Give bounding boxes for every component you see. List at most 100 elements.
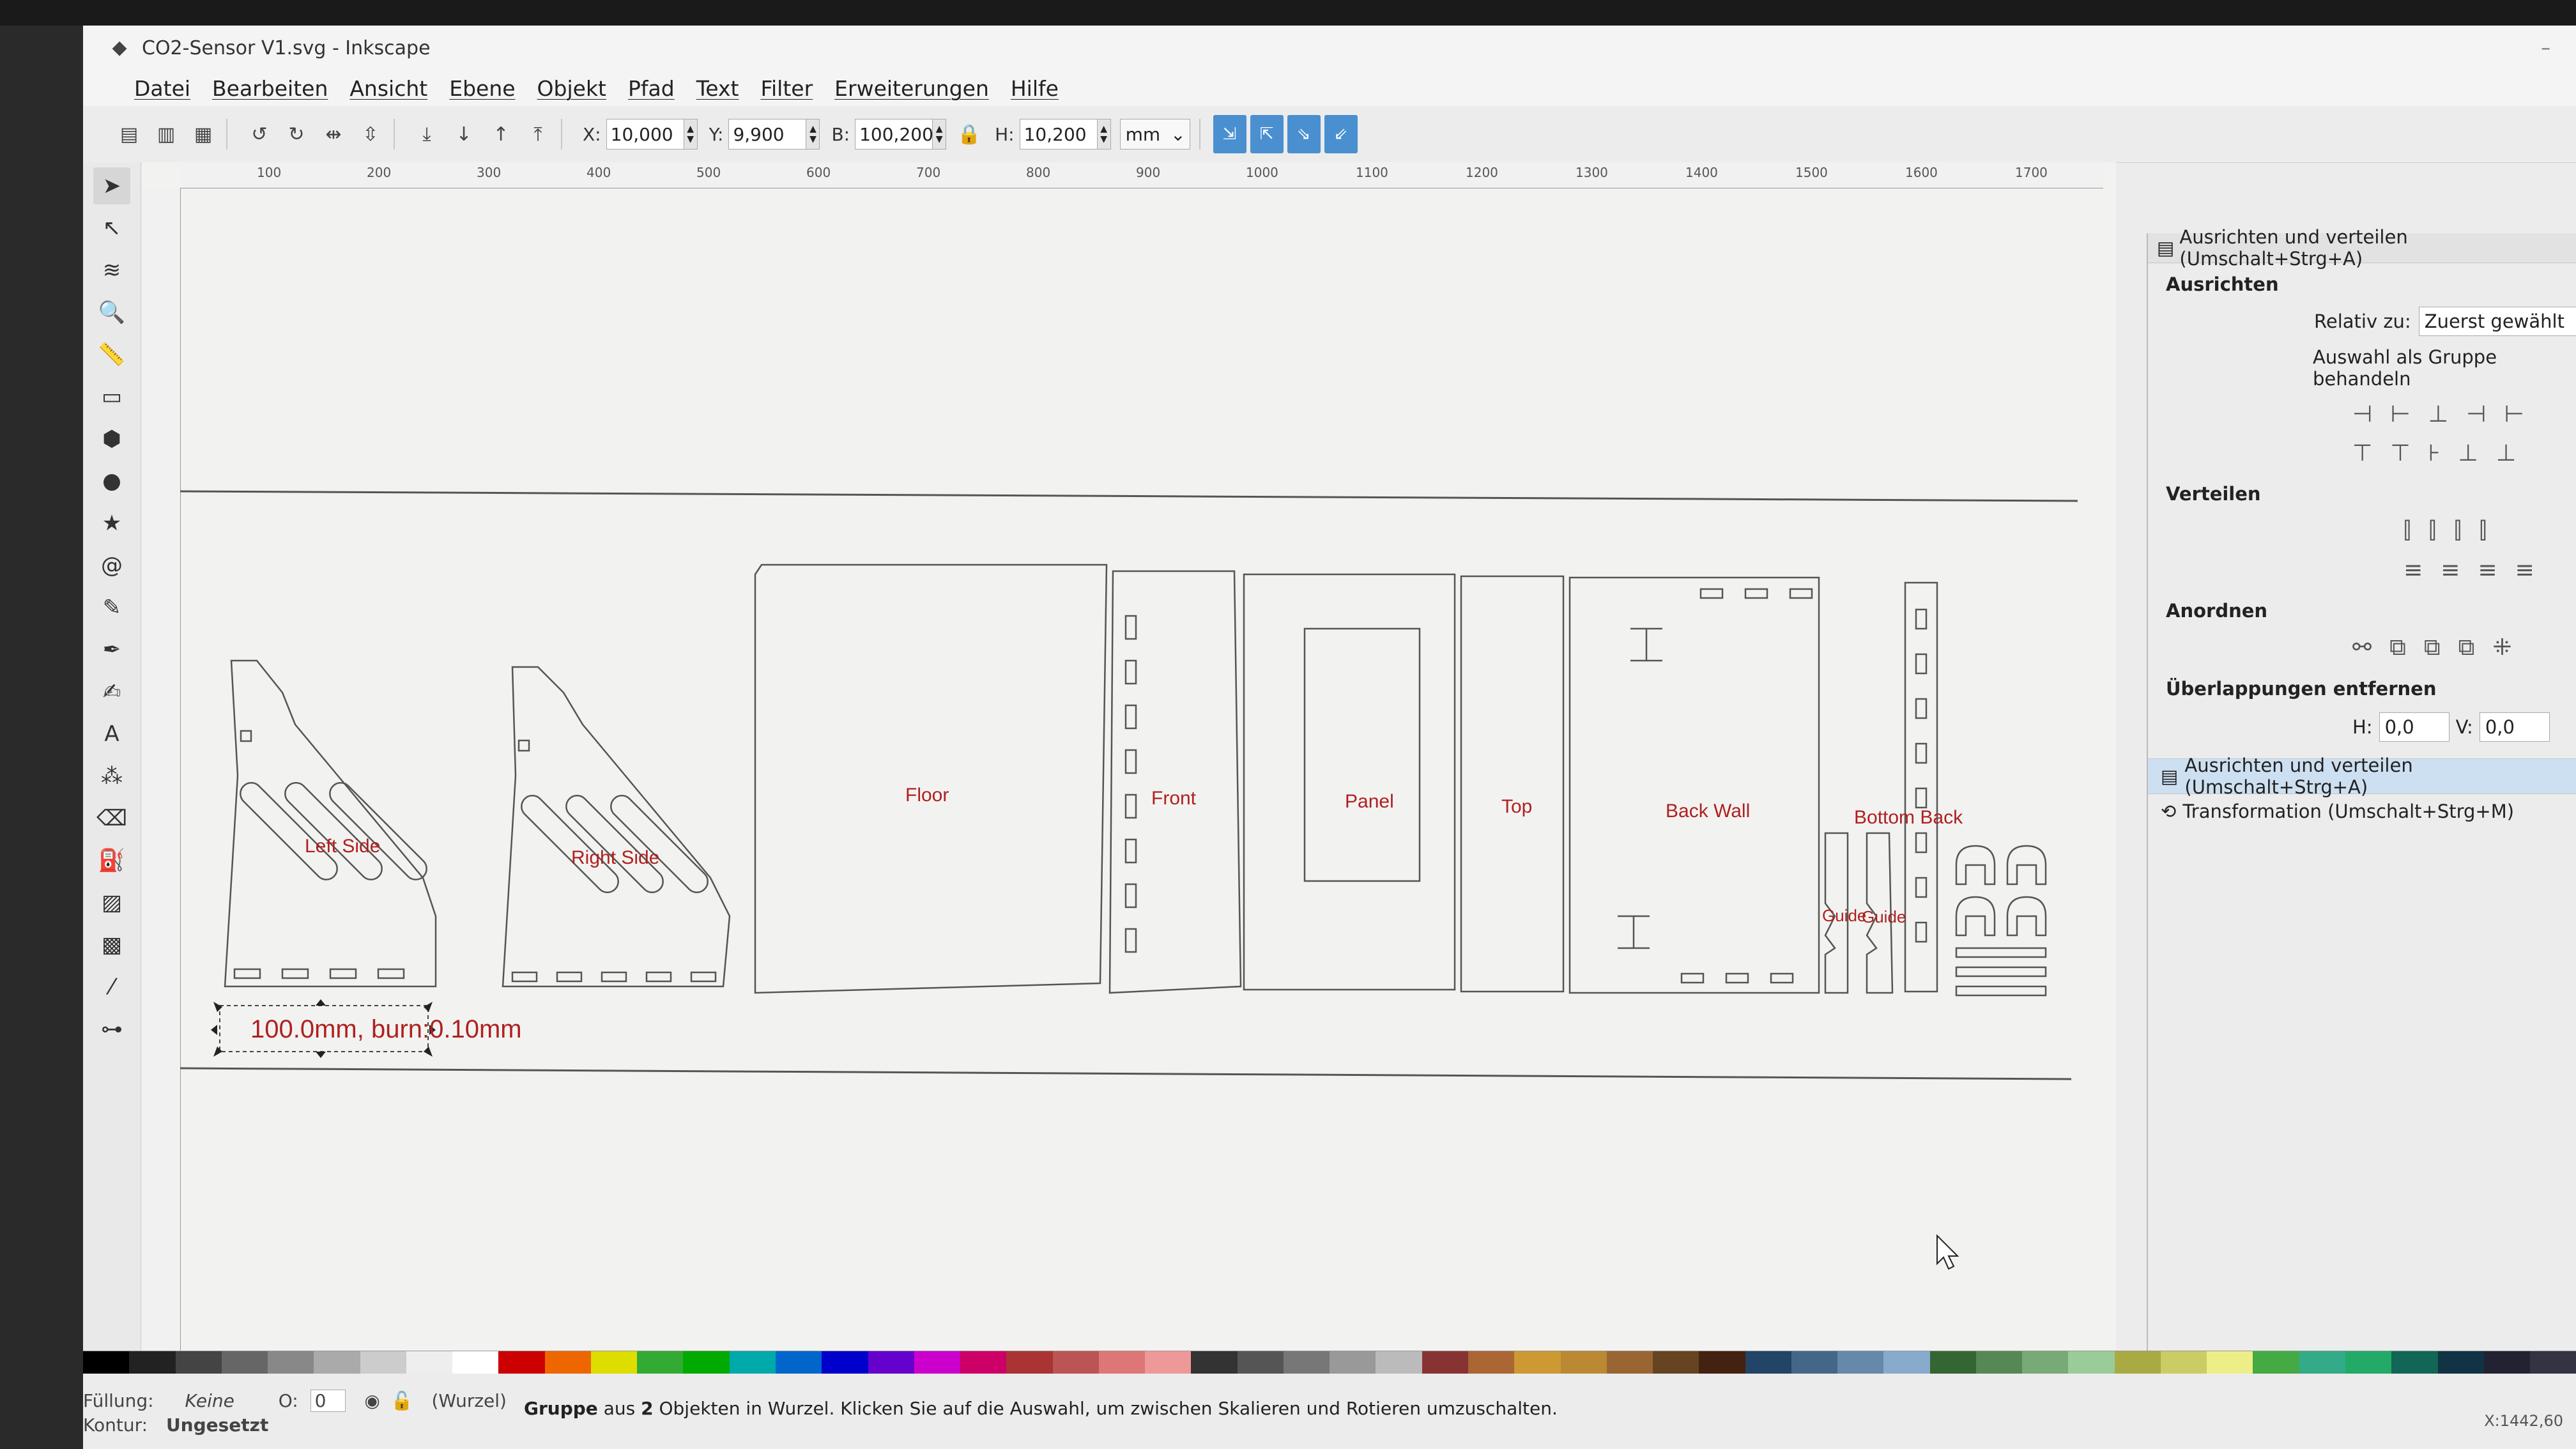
menu-objekt[interactable]: Objekt xyxy=(537,75,606,101)
layer-select[interactable]: (Wurzel) xyxy=(431,1390,507,1411)
bottom-back-slots[interactable] xyxy=(1915,608,1928,943)
palette-swatch[interactable] xyxy=(2207,1351,2253,1374)
spray-tool-icon[interactable]: ⁂ xyxy=(101,763,123,789)
exchange-clockwise-icon[interactable]: ⧉ xyxy=(2458,634,2475,661)
palette-swatch[interactable] xyxy=(221,1351,268,1374)
menu-ebene[interactable]: Ebene xyxy=(449,75,516,101)
menu-datei[interactable]: Datei xyxy=(134,75,191,101)
deselect-icon[interactable]: ▦ xyxy=(194,123,213,146)
scale-corners-icon[interactable]: ⇱ xyxy=(1250,115,1284,153)
align-top-to-bottom-icon[interactable]: ⊥ xyxy=(2496,440,2517,466)
opacity-input[interactable]: 0 xyxy=(310,1390,346,1412)
menu-text[interactable]: Text xyxy=(696,75,739,101)
palette-swatch[interactable] xyxy=(2068,1351,2115,1374)
distribute-top-icon[interactable]: ≡ xyxy=(2404,557,2423,583)
lock-ratio-icon[interactable]: 🔒 xyxy=(957,123,981,146)
top-part[interactable] xyxy=(1460,575,1565,993)
palette-swatch[interactable] xyxy=(1098,1351,1146,1374)
measure-tool-icon[interactable]: 📏 xyxy=(98,342,126,367)
rotate-cw-icon[interactable]: ↻ xyxy=(288,123,305,146)
width-input[interactable]: 100,200 xyxy=(855,119,933,150)
menu-filter[interactable]: Filter xyxy=(760,75,813,101)
palette-swatch[interactable] xyxy=(1653,1351,1699,1374)
palette-swatch[interactable] xyxy=(314,1351,360,1374)
x-input[interactable]: 10,000 xyxy=(606,119,684,150)
palette-swatch[interactable] xyxy=(960,1351,1007,1374)
guide-part-1[interactable] xyxy=(1824,832,1849,994)
x-spinner[interactable]: ▲ ▼ xyxy=(684,119,698,150)
dock-tab-align[interactable]: ▤ Ausrichten und verteilen (Umschalt+Str… xyxy=(2148,755,2576,798)
unit-select[interactable]: mm ⌄ xyxy=(1119,119,1190,150)
palette-swatch[interactable] xyxy=(1837,1351,1884,1374)
rectangle-tool-icon[interactable]: ▭ xyxy=(101,384,123,410)
align-left-icon[interactable]: ⊢ xyxy=(2390,401,2411,427)
palette-swatch[interactable] xyxy=(775,1351,822,1374)
palette-swatch[interactable] xyxy=(683,1351,730,1374)
palette-swatch[interactable] xyxy=(1006,1351,1053,1374)
palette-swatch[interactable] xyxy=(868,1351,914,1374)
node-tool-icon[interactable]: ↖ xyxy=(102,215,121,241)
distribute-vgaps-icon[interactable]: ≡ xyxy=(2478,557,2497,583)
distribute-left-icon[interactable]: ⫿ xyxy=(2404,518,2411,544)
palette-swatch[interactable] xyxy=(2114,1351,2161,1374)
connector-tool-icon[interactable]: ⊶ xyxy=(101,1016,123,1042)
align-right-to-left-icon[interactable]: ⊣ xyxy=(2352,401,2373,427)
lower-icon[interactable]: ↓ xyxy=(456,123,472,146)
palette-swatch[interactable] xyxy=(2483,1351,2531,1374)
distribute-bottom-icon[interactable]: ≡ xyxy=(2515,557,2534,583)
palette-swatch[interactable] xyxy=(637,1351,684,1374)
flip-vertical-icon[interactable]: ⇳ xyxy=(362,123,379,146)
distribute-right-icon[interactable]: ⫿ xyxy=(2479,518,2487,544)
dock-tab-transform[interactable]: ⟲ Transformation (Umschalt+Strg+M) xyxy=(2148,793,2576,829)
pen-tool-icon[interactable]: ✒ xyxy=(102,637,121,663)
relative-select[interactable]: Zuerst gewählt xyxy=(2418,307,2576,336)
palette-swatch[interactable] xyxy=(268,1351,314,1374)
selection-handles[interactable] xyxy=(211,999,436,1058)
selector-tool-icon[interactable]: ➤ xyxy=(93,167,130,204)
left-side-hole[interactable] xyxy=(240,730,252,742)
palette-swatch[interactable] xyxy=(406,1351,453,1374)
flip-horizontal-icon[interactable]: ⇹ xyxy=(325,123,342,146)
ellipse-tool-icon[interactable]: ● xyxy=(102,468,121,494)
align-right-icon[interactable]: ⊣ xyxy=(2466,401,2487,427)
y-spinner[interactable]: ▲ ▼ xyxy=(806,119,820,150)
box3d-tool-icon[interactable]: ⬢ xyxy=(102,426,121,452)
star-tool-icon[interactable]: ★ xyxy=(102,510,122,536)
group-row[interactable]: Auswahl als Gruppe behandeln xyxy=(2148,341,2576,395)
menu-ansicht[interactable]: Ansicht xyxy=(349,75,428,101)
palette-swatch[interactable] xyxy=(498,1351,545,1374)
y-input[interactable]: 9,900 xyxy=(728,119,807,150)
palette-swatch[interactable] xyxy=(1237,1351,1284,1374)
calligraphy-tool-icon[interactable]: ✍ xyxy=(102,679,121,705)
palette-swatch[interactable] xyxy=(590,1351,638,1374)
layer-lock-icon[interactable]: 🔓 xyxy=(390,1390,413,1411)
palette-swatch[interactable] xyxy=(1883,1351,1930,1374)
eraser-tool-icon[interactable]: ⌫ xyxy=(96,806,128,831)
gradient-tool-icon[interactable]: ▨ xyxy=(101,890,123,916)
palette-swatch[interactable] xyxy=(914,1351,961,1374)
palette-swatch[interactable] xyxy=(360,1351,406,1374)
menu-erweiterungen[interactable]: Erweiterungen xyxy=(834,75,989,101)
height-input[interactable]: 10,200 xyxy=(1019,119,1098,150)
palette-swatch[interactable] xyxy=(1560,1351,1607,1374)
pencil-tool-icon[interactable]: ✎ xyxy=(102,595,121,620)
palette-swatch[interactable] xyxy=(2160,1351,2207,1374)
palette-swatch[interactable] xyxy=(1191,1351,1238,1374)
exchange-positions-icon[interactable]: ⧉ xyxy=(2389,634,2406,661)
palette-swatch[interactable] xyxy=(1330,1351,1376,1374)
right-side-hole[interactable] xyxy=(518,739,530,752)
scale-stroke-icon[interactable]: ⇲ xyxy=(1213,115,1246,153)
palette-swatch[interactable] xyxy=(452,1351,499,1374)
color-palette[interactable] xyxy=(83,1351,2576,1374)
palette-swatch[interactable] xyxy=(175,1351,222,1374)
palette-swatch[interactable] xyxy=(822,1351,868,1374)
floor-part[interactable] xyxy=(754,564,1108,994)
center-vertical-axis-icon[interactable]: ⊥ xyxy=(2428,401,2449,427)
palette-swatch[interactable] xyxy=(1975,1351,2023,1374)
fill-stroke-indicator[interactable]: Füllung: Keine O: 0 ◉ 🔓 (Wurzel) Kontur:… xyxy=(83,1389,507,1438)
align-top-icon[interactable]: ⊤ xyxy=(2390,440,2411,466)
palette-swatch[interactable] xyxy=(2345,1351,2392,1374)
mesh-tool-icon[interactable]: ▩ xyxy=(101,932,123,958)
text-tool-icon[interactable]: A xyxy=(104,721,119,747)
overlap-v-input[interactable]: 0,0 xyxy=(2479,712,2550,742)
